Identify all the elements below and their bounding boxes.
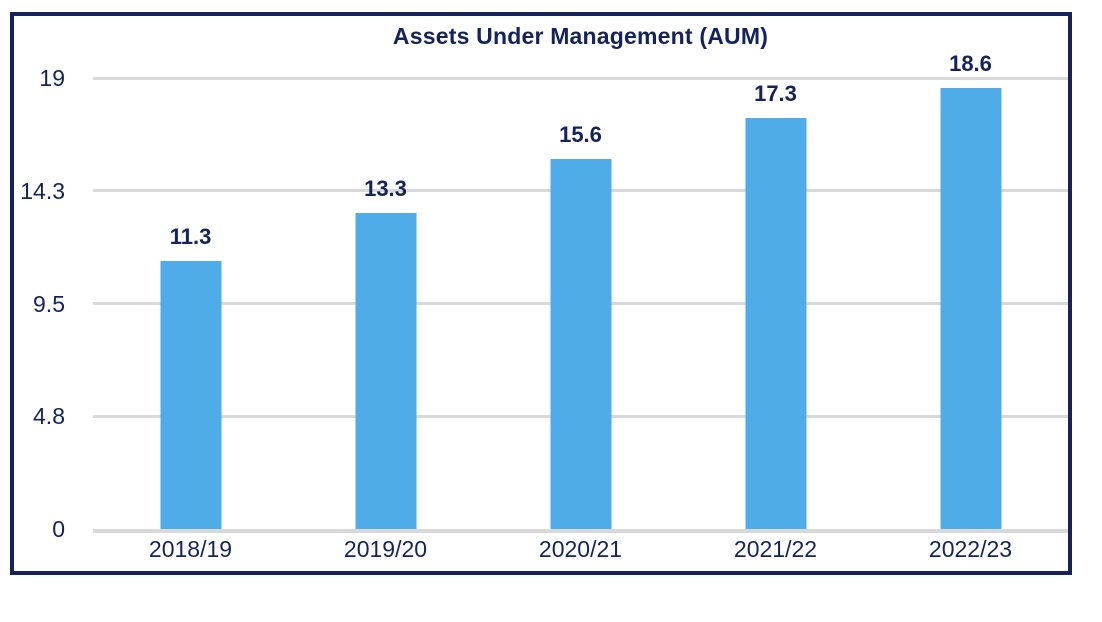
plot-area: 0 4.8 9.5 14.3 19 11.3 13.3 15.6 17.3 18.6 xyxy=(20,51,1068,541)
bar-value-label: 18.6 xyxy=(949,50,992,76)
x-tick-label: 2021/22 xyxy=(733,536,818,562)
gridline xyxy=(93,76,1068,80)
bar-value-label: 11.3 xyxy=(169,223,212,249)
x-tick-label: 2018/19 xyxy=(148,536,233,562)
y-tick-label: 9.5 xyxy=(33,290,65,317)
y-tick-label: 19 xyxy=(39,65,65,91)
x-tick-label: 2020/21 xyxy=(538,536,623,562)
chart-title: Assets Under Management (AUM) xyxy=(392,23,769,49)
bar-2019-20 xyxy=(355,213,416,529)
bar-value-label: 17.3 xyxy=(754,81,797,107)
bar-2021-22 xyxy=(745,118,806,529)
bar-value-label: 13.3 xyxy=(364,176,407,202)
bar-2022-23 xyxy=(940,87,1001,529)
x-axis: 2018/19 2019/20 2020/21 2021/22 2022/23 xyxy=(93,533,1068,567)
bar-2018-19 xyxy=(160,260,221,529)
x-tick-label: 2022/23 xyxy=(928,536,1013,562)
bar-value-label: 15.6 xyxy=(559,121,602,147)
bar-2020-21 xyxy=(550,158,611,529)
y-tick-label: 14.3 xyxy=(20,177,65,204)
y-tick-label: 4.8 xyxy=(33,403,65,430)
y-tick-label: 0 xyxy=(52,516,65,542)
aum-bar-chart: Assets Under Management (AUM) 0 4.8 9.5 14.… xyxy=(10,12,1072,575)
x-tick-label: 2019/20 xyxy=(343,536,428,562)
